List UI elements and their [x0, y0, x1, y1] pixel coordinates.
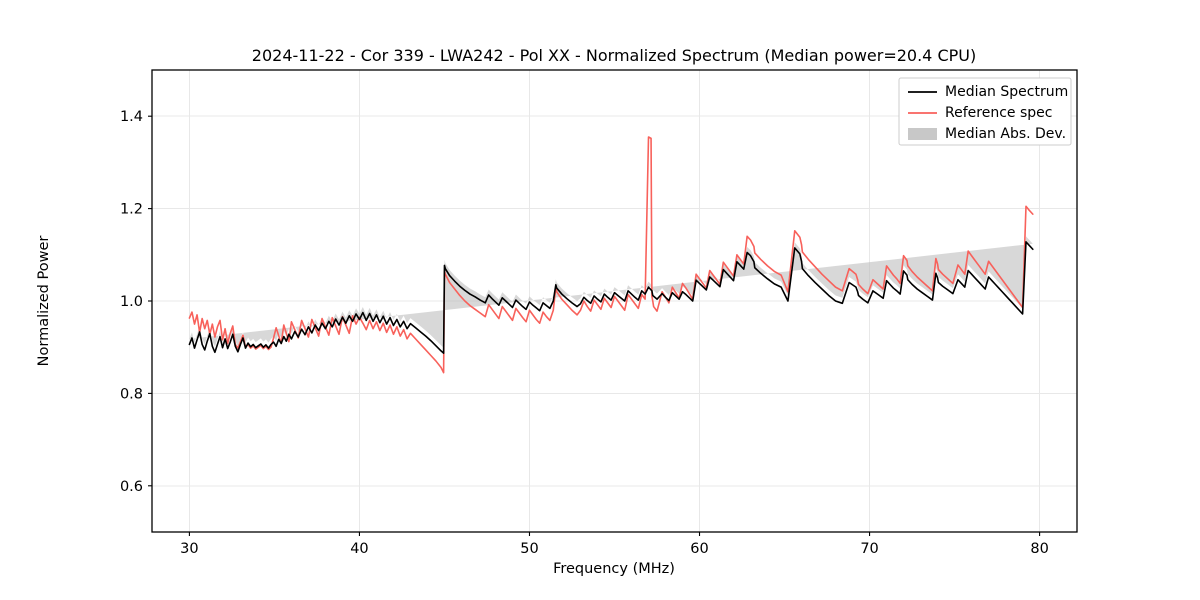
y-tick-label: 0.8 [120, 386, 143, 402]
x-tick-label: 60 [690, 541, 708, 557]
legend-swatch-median-abs-dev [908, 128, 937, 140]
series-median-spectrum [188, 241, 1034, 355]
x-tick-label: 30 [180, 541, 198, 557]
x-tick-label: 40 [350, 541, 368, 557]
y-tick-label: 1.2 [120, 202, 143, 218]
y-tick-label: 1.4 [120, 109, 143, 125]
y-tick-label: 1.0 [120, 294, 143, 310]
legend-label: Median Abs. Dev. [945, 126, 1066, 142]
legend-label: Median Spectrum [945, 84, 1068, 100]
y-tick-label: 0.6 [120, 479, 143, 495]
legend-label: Reference spec [945, 105, 1052, 121]
median-abs-dev-band [189, 236, 1033, 348]
legend: Median Spectrum Reference spec Median Abs.… [898, 77, 1072, 146]
y-axis-label: Normalized Power [36, 236, 52, 367]
x-axis-ticks: 30 40 50 60 70 80 [180, 532, 1049, 557]
series-group [188, 136, 1034, 374]
legend-box [898, 77, 1072, 146]
x-tick-label: 50 [520, 541, 538, 557]
y-axis-ticks: 0.6 0.8 1.0 1.2 1.4 [120, 109, 152, 495]
x-tick-label: 80 [1030, 541, 1048, 557]
series-reference-spec [188, 136, 1034, 374]
x-axis-label: Frequency (MHz) [553, 561, 675, 577]
page-title: 2024-11-22 - Cor 339 - LWA242 - Pol XX -… [252, 46, 976, 65]
mad-band-group [189, 236, 1033, 348]
x-tick-label: 70 [860, 541, 878, 557]
